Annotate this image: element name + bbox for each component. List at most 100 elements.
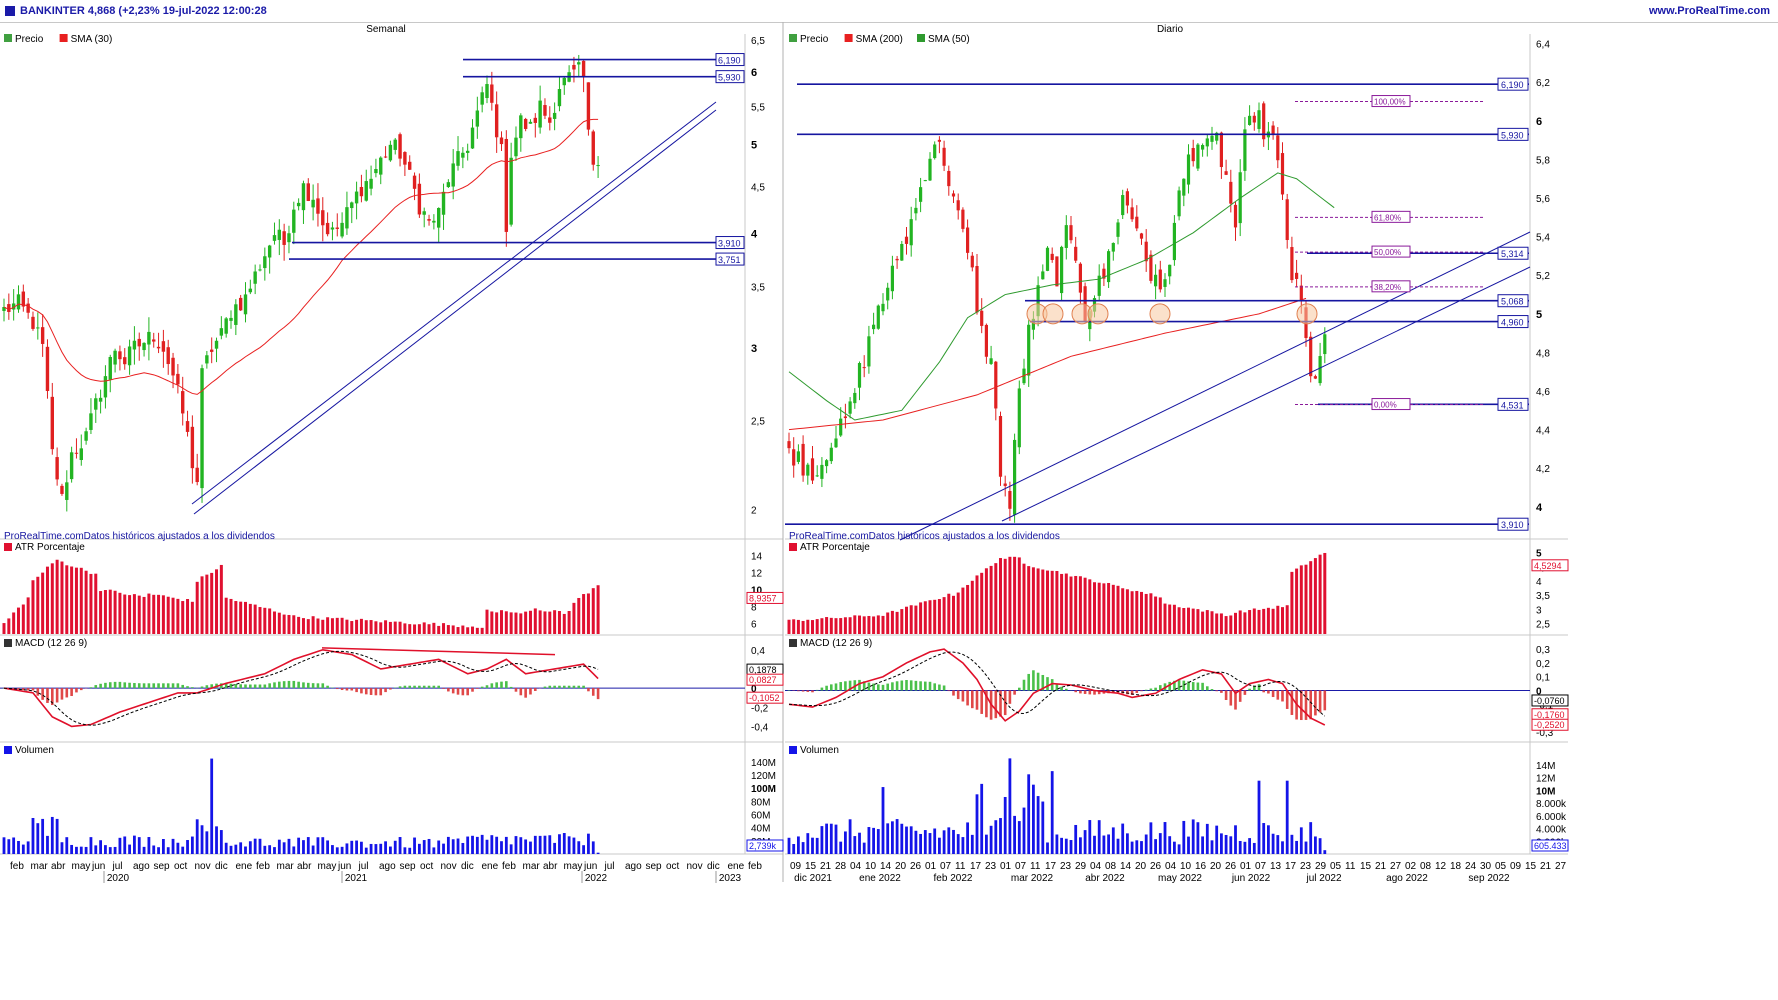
chart-area[interactable]: Semanal Diario Precio SMA (30) Precio SMA (20… xyxy=(0,22,1778,1000)
left-volume-bar xyxy=(200,825,204,854)
left-volume-bar xyxy=(538,835,542,854)
right-volume-bar xyxy=(1107,834,1110,854)
right-x-day-label: 09 xyxy=(1510,861,1522,872)
right-volume-bar xyxy=(1111,827,1115,854)
left-candle xyxy=(248,288,253,293)
right-x-day-label: 14 xyxy=(880,861,892,872)
support-touch-marker xyxy=(1149,303,1171,325)
right-volume-bar xyxy=(811,837,814,854)
right-macd-histogram-bar xyxy=(1027,673,1030,691)
right-legend-item[interactable]: SMA (50) xyxy=(928,34,970,45)
right-macd-histogram-bar xyxy=(1210,689,1214,691)
right-candle xyxy=(839,418,843,436)
right-trendline-lower[interactable] xyxy=(1001,266,1531,522)
right-macd-histogram-bar xyxy=(1149,688,1153,691)
left-macd-histogram-bar xyxy=(258,684,262,689)
right-macd-tick: -0,3 xyxy=(1536,728,1554,739)
right-candle xyxy=(834,438,838,448)
right-candle xyxy=(956,200,960,211)
left-volume-bar xyxy=(268,845,272,854)
left-volume-bar xyxy=(147,837,151,854)
right-candle xyxy=(923,180,927,182)
right-legend-swatch xyxy=(917,34,925,42)
right-macd-histogram-bar xyxy=(1083,690,1087,694)
left-atr-bar xyxy=(244,601,247,634)
right-y-tick-label: 5,8 xyxy=(1536,155,1550,166)
left-volume-bar xyxy=(273,847,276,854)
right-macd-histogram-bar xyxy=(905,680,908,691)
left-candle xyxy=(132,340,137,350)
right-candle xyxy=(970,255,974,268)
right-volume-label[interactable]: Volumen xyxy=(800,745,839,756)
left-atr-tick: 14 xyxy=(751,551,763,562)
left-atr-bar xyxy=(553,610,557,634)
right-macd-histogram-bar xyxy=(1182,680,1186,691)
right-candle xyxy=(1210,135,1214,142)
right-candle xyxy=(853,392,857,404)
left-candle xyxy=(238,297,243,311)
right-legend-item[interactable]: Precio xyxy=(800,34,829,45)
right-y-tick-label: 6 xyxy=(1536,116,1542,128)
right-macd-histogram-bar xyxy=(933,683,936,691)
right-atr-bar xyxy=(1093,582,1096,634)
left-macd-histogram-bar xyxy=(268,683,271,689)
left-atr-bar xyxy=(215,569,219,634)
left-macd-histogram-bar xyxy=(46,688,49,703)
right-volume-bar xyxy=(1304,841,1308,854)
right-x-day-label: 15 xyxy=(805,861,817,872)
right-legend-item[interactable]: SMA (200) xyxy=(856,34,903,45)
right-atr-bar xyxy=(900,609,904,634)
left-legend-item[interactable]: Precio xyxy=(15,34,44,45)
left-volume-bar xyxy=(417,843,421,854)
right-atr-bar xyxy=(1304,564,1308,634)
right-candle xyxy=(787,441,791,449)
right-x-day-label: 04 xyxy=(1090,861,1102,872)
right-atr-bar xyxy=(956,592,960,634)
right-candle xyxy=(862,367,866,369)
left-macd-histogram-bar xyxy=(137,683,141,689)
left-macd-histogram-bar xyxy=(558,685,561,689)
right-macd-histogram-bar xyxy=(947,690,951,692)
left-atr-bar xyxy=(451,625,455,634)
right-candle xyxy=(998,415,1003,477)
right-y-tick-label: 5,4 xyxy=(1536,233,1550,244)
left-atr-bar xyxy=(229,598,233,634)
right-atr-bar xyxy=(980,572,984,634)
website-link[interactable]: www.ProRealTime.com xyxy=(1648,5,1770,17)
right-atr-label[interactable]: ATR Porcentaje xyxy=(800,542,870,553)
right-level-tag xyxy=(1497,127,1529,141)
right-trendline-upper[interactable] xyxy=(899,231,1531,541)
fib-level-tag xyxy=(1371,95,1411,108)
left-macd-histogram-bar xyxy=(263,684,267,689)
right-macd-histogram-bar xyxy=(839,682,842,691)
right-volume-bar xyxy=(1144,834,1148,854)
left-trendline-upper[interactable] xyxy=(191,101,717,505)
left-macd-histogram-bar xyxy=(326,685,329,689)
left-macd-histogram-bar xyxy=(447,688,450,692)
left-atr-bar xyxy=(591,588,595,634)
right-atr-bar xyxy=(952,595,955,634)
right-candle xyxy=(890,265,894,292)
left-atr-bar xyxy=(335,617,339,634)
left-trendline-lower[interactable] xyxy=(193,109,717,515)
left-candle xyxy=(596,165,600,167)
left-macd-histogram-bar xyxy=(229,683,233,689)
right-atr-bar xyxy=(1262,608,1266,634)
left-candle xyxy=(417,183,422,215)
left-x-month-label: oct xyxy=(666,861,680,872)
left-volume-label[interactable]: Volumen xyxy=(15,745,54,756)
left-atr-bar xyxy=(311,616,315,634)
left-candle xyxy=(461,152,465,158)
left-atr-label[interactable]: ATR Porcentaje xyxy=(15,542,85,553)
left-x-month-label: ago xyxy=(379,861,396,872)
right-x-day-label: 16 xyxy=(1195,861,1207,872)
right-candle xyxy=(909,219,913,246)
left-macd-histogram-bar xyxy=(128,682,131,689)
left-volume-bar xyxy=(422,840,426,854)
right-x-day-label: 23 xyxy=(985,861,997,872)
right-macd-label[interactable]: MACD (12 26 9) xyxy=(800,638,872,649)
left-macd-divergence-line[interactable] xyxy=(321,647,556,656)
left-macd-label[interactable]: MACD (12 26 9) xyxy=(15,638,87,649)
left-legend-item[interactable]: SMA (30) xyxy=(71,34,113,45)
right-macd-histogram-bar xyxy=(1135,690,1139,693)
